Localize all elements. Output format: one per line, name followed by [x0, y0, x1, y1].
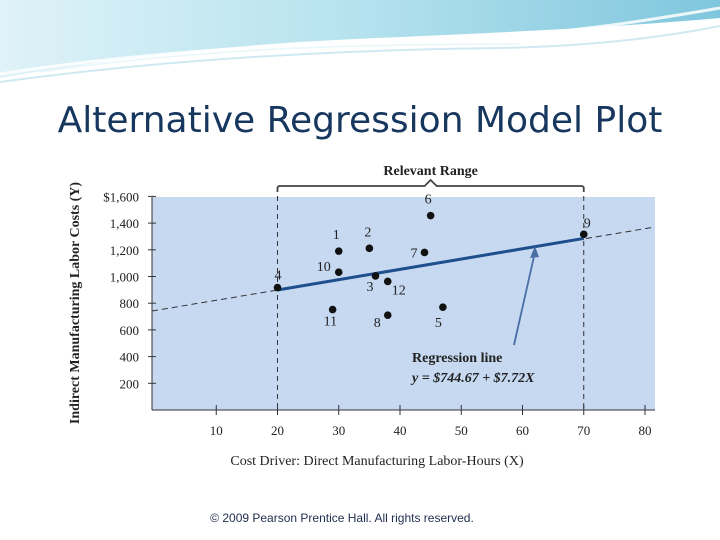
data-point-label: 11 — [324, 315, 337, 330]
data-point — [365, 244, 374, 253]
data-point-label: 1 — [333, 228, 340, 243]
regression-arrow — [513, 251, 536, 346]
data-point — [328, 305, 337, 314]
data-point-label: 4 — [275, 269, 282, 284]
data-point-label: 5 — [435, 316, 442, 331]
data-point — [383, 311, 392, 320]
y-tick-label: 600 — [120, 323, 140, 338]
data-point — [439, 303, 447, 312]
y-tick-label: $1,600 — [103, 189, 139, 204]
x-tick-label: 70 — [577, 423, 590, 438]
header-decoration — [0, 0, 720, 83]
data-point-label: 10 — [317, 260, 331, 275]
y-tick-label: 1,000 — [110, 270, 139, 285]
regression-equation: y = $744.67 + $7.72X — [410, 371, 535, 386]
data-point-label: 8 — [374, 316, 381, 331]
data-point-label: 6 — [425, 193, 432, 208]
data-point — [371, 272, 380, 280]
x-axis-label: Cost Driver: Direct Manufacturing Labor-… — [230, 454, 524, 469]
data-point — [579, 230, 588, 239]
x-tick-label: 40 — [394, 423, 407, 438]
data-point — [426, 211, 435, 220]
x-tick-label: 30 — [332, 423, 345, 438]
x-tick-label: 60 — [516, 423, 529, 438]
slide-title: Alternative Regression Model Plot — [57, 100, 663, 141]
y-tick-label: 400 — [120, 350, 140, 365]
y-tick-label: 1,400 — [110, 216, 139, 231]
copyright-footer: © 2009 Pearson Prentice Hall. All rights… — [210, 511, 474, 525]
data-point — [334, 247, 343, 255]
plot-background — [152, 197, 655, 410]
y-tick-label: 1,200 — [110, 243, 139, 258]
y-tick-label: 200 — [120, 376, 140, 391]
data-point-label: 12 — [392, 283, 406, 298]
relevant-range-label: Relevant Range — [383, 164, 478, 179]
regression-arrow-head — [530, 246, 539, 258]
data-point — [334, 268, 343, 277]
relevant-range: Relevant Range — [276, 164, 585, 410]
data-point-label: 7 — [411, 246, 418, 261]
data-point-label: 3 — [367, 280, 374, 295]
regression-label: Regression line — [412, 351, 502, 366]
regression-line — [277, 236, 584, 292]
data-point — [420, 248, 429, 257]
y-axis: 200 400 600 800 1,000 1,200 1,400 $1,600 — [103, 189, 156, 410]
y-tick-label: 800 — [120, 296, 140, 311]
data-point — [273, 283, 282, 292]
data-point-label: 9 — [584, 216, 591, 231]
x-tick-label: 10 — [210, 423, 223, 438]
x-tick-label: 50 — [455, 423, 468, 438]
data-point-label: 2 — [364, 225, 371, 240]
y-axis-label: Indirect Manufacturing Labor Costs (Y) — [68, 182, 83, 424]
x-tick-label: 20 — [271, 423, 284, 438]
data-point — [383, 277, 392, 286]
relevant-range-brace — [276, 178, 585, 192]
x-tick-label: 80 — [639, 423, 652, 438]
x-axis: 10 20 30 40 50 60 70 80 — [152, 405, 655, 438]
